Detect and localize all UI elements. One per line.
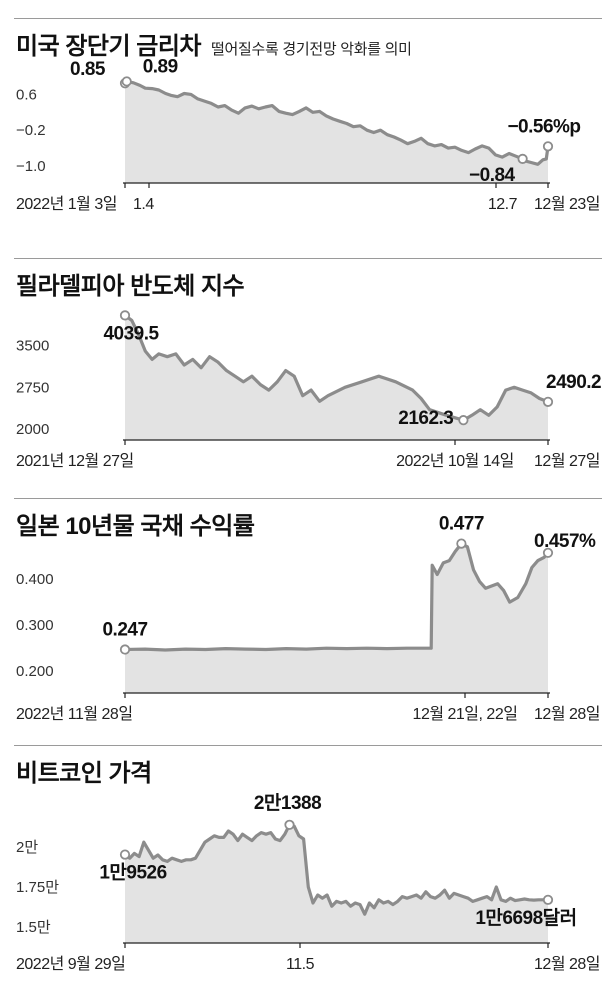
data-point-marker <box>542 396 554 407</box>
x-tick-label: 12월 28일 <box>534 955 600 973</box>
y-tick-label: 2만 <box>16 839 38 856</box>
panel-subtitle: 떨어질수록 경기전망 악화를 의미 <box>210 41 412 58</box>
data-label: 4039.5 <box>103 323 159 344</box>
x-tick-label: 12월 21일, 22일 <box>413 705 518 723</box>
x-tick-label: 2022년 9월 29일 <box>16 955 125 973</box>
x-tick-label: 2022년 10월 14일 <box>396 452 514 470</box>
data-label: 1만9526 <box>99 862 166 884</box>
x-tick-label: 11.5 <box>286 956 315 973</box>
data-point-marker <box>284 819 295 830</box>
y-tick-label: 1.5만 <box>16 919 51 936</box>
panel-title: 필라델피아 반도체 지수 <box>16 273 245 300</box>
x-tick-label: 2022년 1월 3일 <box>16 195 117 213</box>
data-label: 2490.2 <box>546 372 601 393</box>
panel-divider <box>14 498 602 499</box>
y-tick-label: −0.2 <box>16 122 46 139</box>
data-point-marker <box>542 547 554 558</box>
y-tick-label: 0.300 <box>16 617 54 634</box>
series-line <box>123 823 550 916</box>
panel-divider <box>14 18 602 19</box>
x-tick-label: 2021년 12월 27일 <box>16 452 134 470</box>
series-line <box>123 542 550 652</box>
data-point-marker <box>456 538 467 549</box>
data-point-marker <box>119 644 131 655</box>
data-label: 2162.3 <box>398 408 453 429</box>
chart-japan-jgb-yield: 0.400 0.300 0.200 2022년 11월 28일 12월 21일, 22일… <box>16 514 601 723</box>
x-tick-label: 12월 28일 <box>534 705 600 723</box>
data-label: 0.85 <box>70 59 106 80</box>
panel-sox-index: 필라델피아 반도체 지수 3500 2750 2000 2021년 12월 27일 20… <box>0 258 616 480</box>
panel-bitcoin-price: 비트코인 가격 2만 1.75만 1.5만 2022년 9월 29일 11.5 12월 2… <box>0 745 616 985</box>
series-area <box>125 824 548 943</box>
data-label: 0.247 <box>102 620 147 641</box>
y-tick-label: 2000 <box>16 421 49 438</box>
data-point-marker <box>542 894 554 905</box>
panel-title: 일본 10년물 국채 수익률 <box>16 513 255 540</box>
x-tick-label: 12월 23일 <box>534 195 600 213</box>
chart-bitcoin-price: 2만 1.75만 1.5만 2022년 9월 29일 11.5 12월 28일 1만9526… <box>16 792 601 973</box>
x-tick-label: 2022년 11월 28일 <box>16 705 133 723</box>
series-area <box>125 543 548 693</box>
y-tick-label: 0.200 <box>16 663 54 680</box>
data-point-marker <box>458 415 469 426</box>
panel-divider <box>14 745 602 746</box>
y-tick-label: 3500 <box>16 337 49 354</box>
data-label: −0.84 <box>469 165 516 186</box>
data-point-marker <box>517 153 528 164</box>
panel-japan-jgb-yield: 일본 10년물 국채 수익률 0.400 0.300 0.200 2022년 11월 … <box>0 498 616 723</box>
y-tick-label: 0.400 <box>16 571 54 588</box>
y-tick-label: 2750 <box>16 379 49 396</box>
x-tick-label: 12월 27일 <box>534 452 600 470</box>
chart-sox-index: 3500 2750 2000 2021년 12월 27일 2022년 10월 14일 12… <box>16 310 602 470</box>
data-label: 1만6698달러 <box>475 907 576 929</box>
x-tick-label: 12.7 <box>488 196 518 213</box>
y-tick-label: 0.6 <box>16 86 37 103</box>
data-point-marker <box>119 849 131 860</box>
data-point-marker <box>542 141 554 152</box>
chart-us-yield-spread: 0.6 −0.2 −1.0 2022년 1월 3일 1.4 12.7 12월 23일 0.85… <box>16 56 601 213</box>
data-label: 0.89 <box>143 56 178 77</box>
y-tick-label: −1.0 <box>16 158 46 175</box>
data-label: 2만1388 <box>254 792 321 814</box>
series-line <box>123 79 550 166</box>
series-line <box>123 313 550 422</box>
data-label: −0.56%p <box>507 116 580 137</box>
panel-title: 미국 장단기 금리차 떨어질수록 경기전망 악화를 의미 <box>16 33 412 60</box>
series-area <box>125 315 548 440</box>
panel-divider <box>14 258 602 259</box>
x-tick-label: 1.4 <box>133 196 154 213</box>
data-label: 0.477 <box>439 514 484 535</box>
data-point-marker <box>121 76 132 87</box>
data-point-marker <box>119 310 131 321</box>
series-area <box>125 81 548 183</box>
panel-us-yield-spread: 미국 장단기 금리차 떨어질수록 경기전망 악화를 의미 0.6 −0.2 −1.0 2… <box>0 18 616 240</box>
data-label: 0.457% <box>534 531 596 552</box>
panel-title: 비트코인 가격 <box>16 760 152 787</box>
y-tick-label: 1.75만 <box>16 879 59 896</box>
